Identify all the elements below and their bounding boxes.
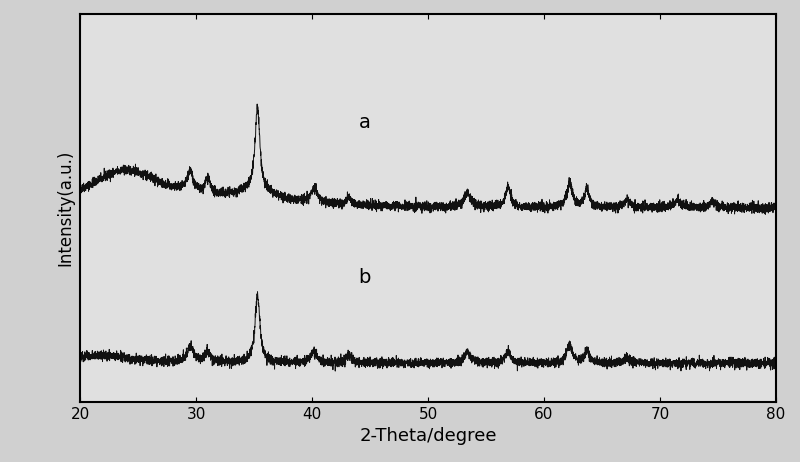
Text: a: a	[358, 113, 370, 132]
X-axis label: 2-Theta/degree: 2-Theta/degree	[359, 427, 497, 445]
Y-axis label: Intensity(a.u.): Intensity(a.u.)	[57, 150, 74, 266]
Text: b: b	[358, 268, 370, 287]
